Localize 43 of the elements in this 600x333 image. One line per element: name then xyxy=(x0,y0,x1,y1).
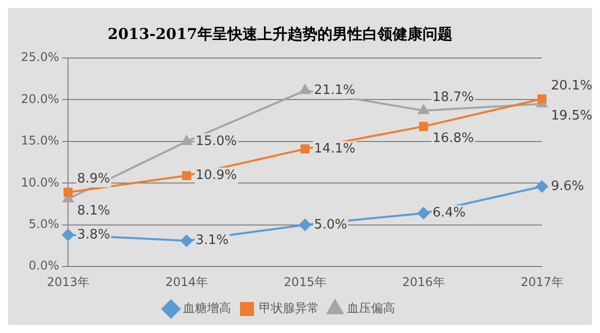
data-label: 10.9% xyxy=(196,168,237,184)
y-tick-label: 15.0% xyxy=(20,134,60,148)
y-tick-label: 25.0% xyxy=(20,50,60,64)
x-tick-label: 2017年 xyxy=(520,274,564,289)
x-tick-label: 2014年 xyxy=(165,274,208,289)
point xyxy=(300,144,310,154)
point xyxy=(182,171,192,180)
data-label: 3.1% xyxy=(196,233,229,248)
data-label: 16.8% xyxy=(432,130,474,146)
data-label: 8.1% xyxy=(77,203,110,218)
x-tick-label: 2015年 xyxy=(284,274,326,289)
data-label: 6.4% xyxy=(432,206,466,221)
point xyxy=(418,104,429,114)
data-label: 20.1% xyxy=(551,78,592,94)
legend-label: 血糖增高 xyxy=(183,301,231,316)
data-label: 15.0% xyxy=(196,134,237,149)
point xyxy=(64,188,73,197)
y-tick-label: 10.0% xyxy=(20,175,60,190)
point xyxy=(62,228,74,241)
x-tick-label: 2013年 xyxy=(46,274,90,289)
point xyxy=(300,84,310,94)
legend-label: 甲状腺异常 xyxy=(259,301,319,316)
y-tick-label: 20.0% xyxy=(20,92,60,106)
y-tick-label: 5.0% xyxy=(28,217,60,232)
data-label: 3.8% xyxy=(77,227,110,242)
y-tick-label: 0.0% xyxy=(28,258,60,273)
legend-label: 血压偏高 xyxy=(347,301,395,316)
point xyxy=(537,94,547,104)
data-label: 21.1% xyxy=(314,82,356,98)
point xyxy=(418,207,430,220)
chart-title: 2013-2017年呈快速上升趋势的男性白领健康问题 xyxy=(108,24,452,43)
data-label: 14.1% xyxy=(314,141,356,156)
point xyxy=(180,234,193,247)
x-tick-label: 2016年 xyxy=(402,274,445,289)
data-label: 8.9% xyxy=(77,172,110,187)
data-label: 18.7% xyxy=(432,90,474,105)
point xyxy=(418,122,428,131)
data-label: 5.0% xyxy=(314,217,348,232)
data-label: 19.5% xyxy=(551,108,592,124)
data-label: 9.6% xyxy=(551,178,584,194)
point xyxy=(299,218,312,231)
point xyxy=(536,180,548,192)
point xyxy=(181,135,192,145)
